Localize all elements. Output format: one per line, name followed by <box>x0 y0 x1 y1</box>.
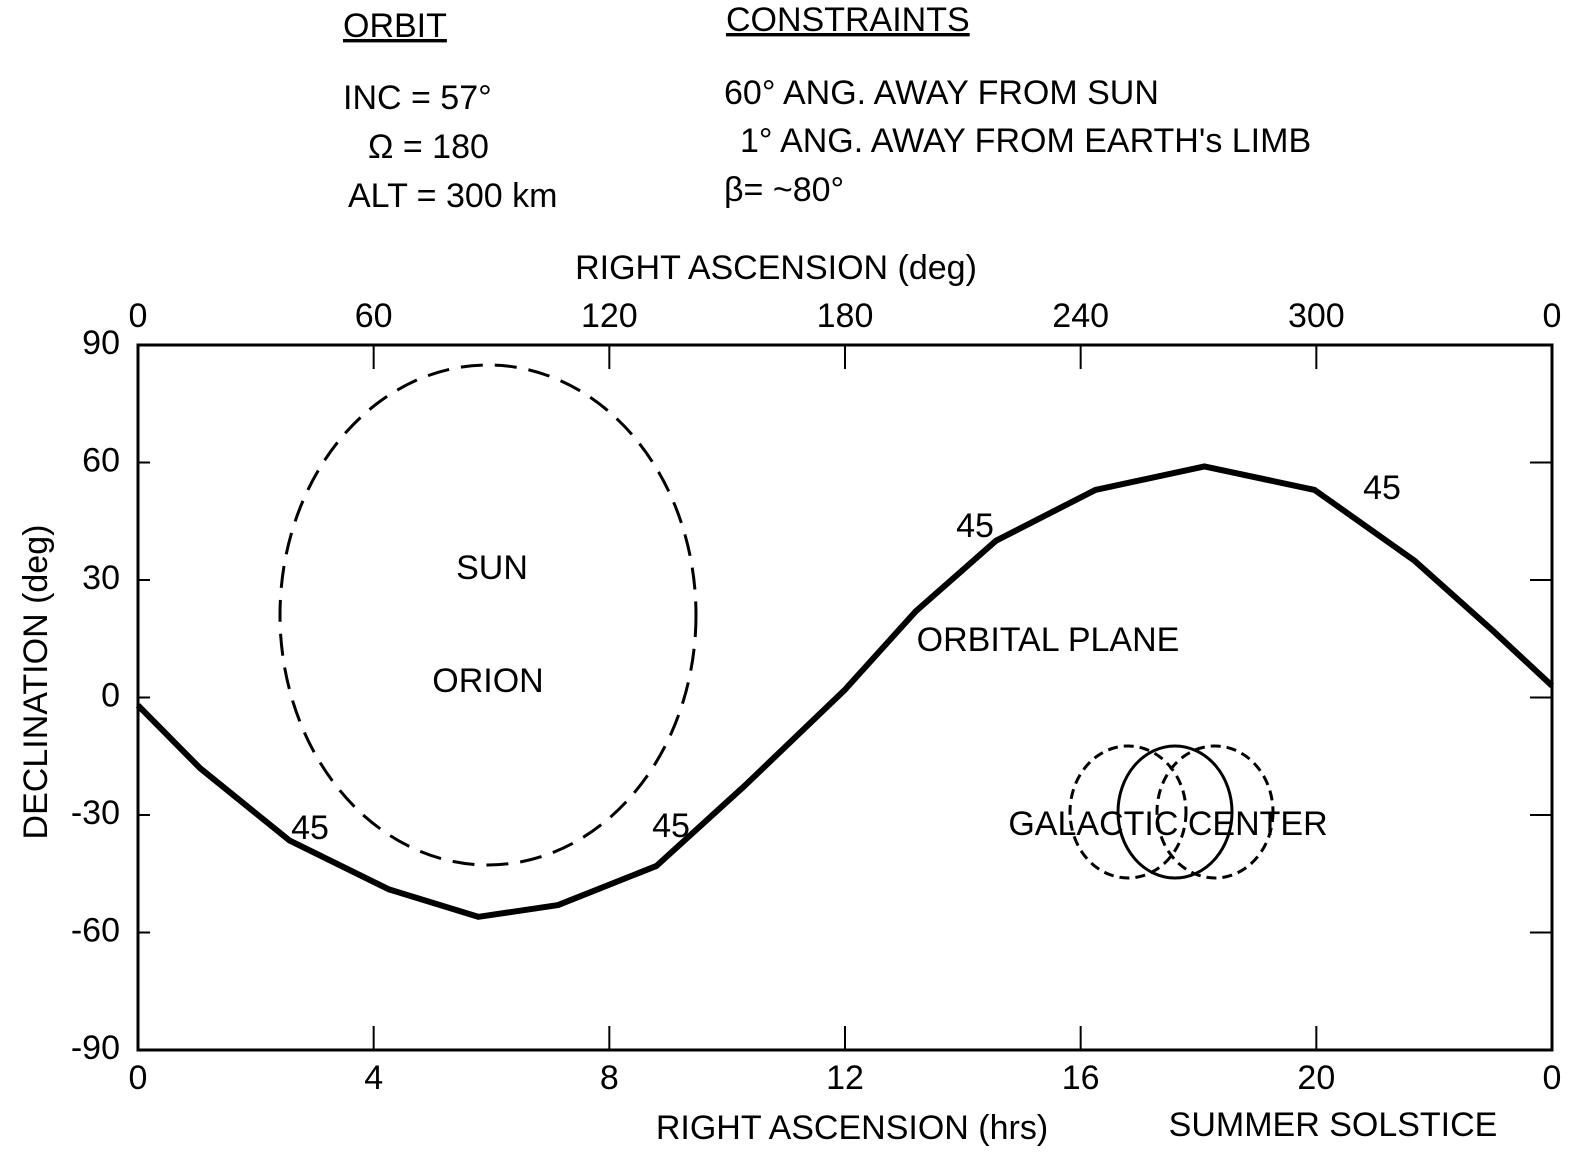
orbit-line: Ω = 180 <box>368 128 489 166</box>
x2-tick-label: 0 <box>129 297 148 335</box>
x-axis-label: RIGHT ASCENSION (hrs) <box>656 1109 1048 1147</box>
galactic-region <box>1068 744 1188 880</box>
constraint-line: 60° ANG. AWAY FROM SUN <box>724 74 1159 112</box>
annotation: ORION <box>432 662 543 700</box>
annotation: 45 <box>652 807 690 845</box>
galactic-region <box>1155 744 1275 880</box>
annotation: 45 <box>1363 469 1401 507</box>
annotation: 45 <box>956 507 994 545</box>
constraint-line: β= ~80° <box>724 171 844 209</box>
y-tick-label: -30 <box>71 794 120 832</box>
orbit-title: ORBIT <box>343 7 447 45</box>
annotation: GALACTIC CENTER <box>1008 805 1327 843</box>
y-tick-label: 30 <box>82 559 120 597</box>
x2-tick-label: 60 <box>355 297 393 335</box>
orbit-line: INC = 57° <box>343 79 492 117</box>
series-label: ORBITAL PLANE <box>917 621 1180 659</box>
x2-tick-label: 300 <box>1288 297 1345 335</box>
x-tick-label: 0 <box>1543 1059 1562 1097</box>
y-tick-label: -90 <box>71 1029 120 1067</box>
annotation: SUN <box>456 549 528 587</box>
x-tick-label: 12 <box>826 1059 864 1097</box>
orbit-line: ALT = 300 km <box>348 177 557 215</box>
x-tick-label: 4 <box>364 1059 383 1097</box>
constraints-title: CONSTRAINTS <box>726 1 970 39</box>
x2-tick-label: 180 <box>817 297 874 335</box>
y-axis-label: DECLINATION (deg) <box>17 525 55 840</box>
constraint-line: 1° ANG. AWAY FROM EARTH's LIMB <box>740 122 1311 160</box>
x2-tick-label: 0 <box>1543 297 1562 335</box>
x2-tick-label: 120 <box>581 297 638 335</box>
sun-region <box>278 363 698 867</box>
x2-tick-label: 240 <box>1052 297 1109 335</box>
x-tick-label: 16 <box>1062 1059 1100 1097</box>
y-tick-label: 0 <box>101 676 120 714</box>
y-tick-label: 60 <box>82 441 120 479</box>
y-tick-label: 90 <box>82 324 120 362</box>
x-tick-label: 8 <box>600 1059 619 1097</box>
galactic-region <box>1116 744 1234 880</box>
annotation: SUMMER SOLSTICE <box>1169 1106 1498 1144</box>
x-tick-label: 20 <box>1297 1059 1335 1097</box>
annotation: 45 <box>291 809 329 847</box>
series-line <box>135 463 1555 920</box>
y-tick-label: -60 <box>71 911 120 949</box>
x2-axis-label: RIGHT ASCENSION (deg) <box>575 249 977 287</box>
x-tick-label: 0 <box>129 1059 148 1097</box>
plot-frame <box>136 343 1554 1052</box>
